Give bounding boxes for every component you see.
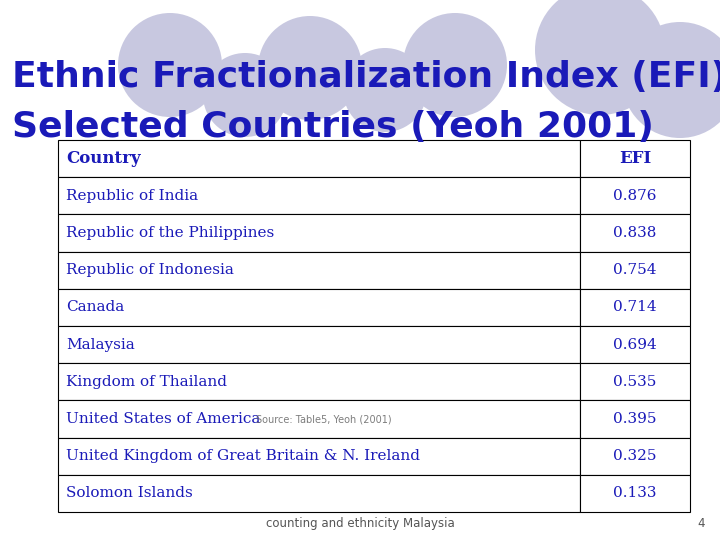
Circle shape <box>118 13 222 117</box>
Text: 4: 4 <box>698 517 705 530</box>
Text: 0.395: 0.395 <box>613 412 657 426</box>
Text: 0.714: 0.714 <box>613 300 657 314</box>
Text: 0.876: 0.876 <box>613 189 657 203</box>
Bar <box>58 400 580 437</box>
Text: Republic of the Philippines: Republic of the Philippines <box>66 226 274 240</box>
Text: EFI: EFI <box>619 150 651 167</box>
Text: counting and ethnicity Malaysia: counting and ethnicity Malaysia <box>266 517 454 530</box>
Bar <box>580 252 690 289</box>
Text: 0.838: 0.838 <box>613 226 657 240</box>
Text: 0.754: 0.754 <box>613 263 657 277</box>
Text: Selected Countries (Yeoh 2001): Selected Countries (Yeoh 2001) <box>12 110 654 144</box>
Text: Solomon Islands: Solomon Islands <box>66 487 193 501</box>
Circle shape <box>203 53 287 137</box>
Bar <box>58 140 580 177</box>
Bar <box>58 326 580 363</box>
Bar <box>580 437 690 475</box>
Text: Country: Country <box>66 150 140 167</box>
Circle shape <box>343 48 427 132</box>
Text: 0.325: 0.325 <box>613 449 657 463</box>
Text: Republic of Indonesia: Republic of Indonesia <box>66 263 234 277</box>
Bar <box>58 363 580 400</box>
Bar <box>580 140 690 177</box>
Bar <box>580 326 690 363</box>
Text: 0.133: 0.133 <box>613 487 657 501</box>
Text: Malaysia: Malaysia <box>66 338 135 352</box>
Text: United States of America: United States of America <box>66 412 261 426</box>
Bar <box>58 437 580 475</box>
Circle shape <box>622 22 720 138</box>
Text: Kingdom of Thailand: Kingdom of Thailand <box>66 375 227 389</box>
Text: Canada: Canada <box>66 300 125 314</box>
Bar <box>580 214 690 252</box>
Bar <box>58 177 580 214</box>
Circle shape <box>535 0 665 115</box>
Circle shape <box>258 16 362 120</box>
Text: 0.694: 0.694 <box>613 338 657 352</box>
Bar <box>580 400 690 437</box>
Bar <box>58 289 580 326</box>
Text: Source: Table5, Yeoh (2001): Source: Table5, Yeoh (2001) <box>256 414 392 424</box>
Bar <box>58 252 580 289</box>
Circle shape <box>403 13 507 117</box>
Text: Ethnic Fractionalization Index (EFI),: Ethnic Fractionalization Index (EFI), <box>12 60 720 94</box>
Bar <box>580 475 690 512</box>
Bar <box>58 475 580 512</box>
Text: 0.535: 0.535 <box>613 375 657 389</box>
Bar <box>580 177 690 214</box>
Bar <box>580 363 690 400</box>
Bar <box>58 214 580 252</box>
Bar <box>580 289 690 326</box>
Text: Republic of India: Republic of India <box>66 189 198 203</box>
Text: United Kingdom of Great Britain & N. Ireland: United Kingdom of Great Britain & N. Ire… <box>66 449 420 463</box>
